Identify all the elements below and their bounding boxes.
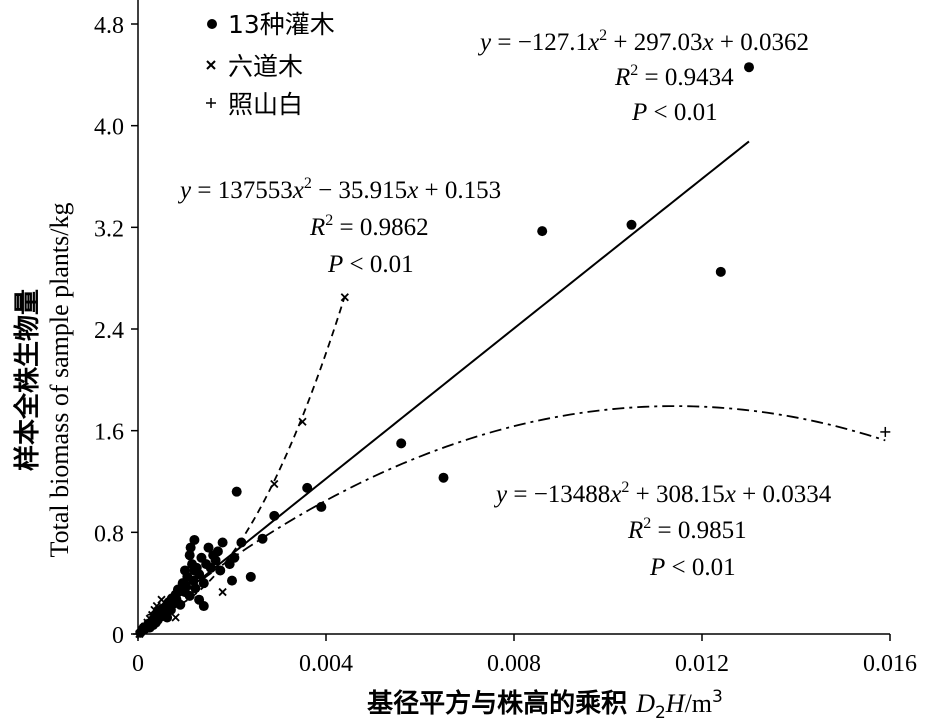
y-tick-label: 0: [112, 623, 124, 649]
point-dot: [396, 438, 407, 449]
x-axis-title-sub: 2: [655, 703, 666, 722]
annotation-abelia-r2: R2 = 0.9862: [309, 212, 429, 241]
point-x: [270, 479, 279, 489]
legend-label-abelia: 六道木: [228, 52, 303, 81]
annotation-rhododendron-r2: R2 = 0.9851: [627, 515, 747, 544]
x-axis-title: 基径平方与株高的乘积 D2H/m3: [367, 687, 723, 722]
point-dot: [185, 542, 196, 553]
point-dot: [236, 537, 247, 548]
point-dot: [626, 219, 637, 230]
y-tick-label: 4.0: [94, 115, 124, 141]
point-dot: [203, 542, 214, 553]
legend-label-rhododendron: 照山白: [228, 90, 303, 119]
point-x: [162, 604, 171, 613]
x-tick-label: 0.012: [675, 651, 729, 677]
y-axis-title-cn: 样本全株生物量: [12, 289, 43, 471]
y-tick-label: 0.8: [94, 521, 124, 547]
x-axis-title-var2: H: [665, 689, 686, 718]
point-dot: [212, 546, 223, 557]
x-tick-label: 0.016: [863, 651, 917, 677]
point-x: [340, 293, 349, 302]
fit-lines: [137, 140, 886, 631]
point-plus: [880, 426, 891, 437]
point-dot: [316, 501, 327, 512]
point-dot: [175, 599, 186, 610]
y-axis-title: 样本全株生物量 Total biomass of sample plants/k…: [12, 203, 74, 558]
point-dot: [194, 569, 205, 580]
y-tick-label: 1.6: [94, 420, 124, 446]
point-x: [298, 417, 307, 426]
y-tick-label: 2.4: [94, 318, 124, 344]
x-tick-label: 0: [132, 651, 144, 677]
annotation-abelia-eq: y = 137553x2 − 35.915x + 0.153: [177, 175, 501, 204]
x-axis-title-main: 基径平方与株高的乘积: [367, 688, 636, 719]
legend-marker-dot: [207, 19, 217, 29]
x-axis-title-unit: /m: [685, 689, 712, 718]
annotation-rhododendron-eq: y = −13488x2 + 308.15x + 0.0334: [493, 479, 832, 508]
point-dot: [245, 571, 256, 582]
point-dot: [198, 578, 209, 589]
y-axis-title-en: Total biomass of sample plants/kg: [45, 203, 74, 558]
x-axis-title-sup: 3: [712, 687, 723, 707]
legend-label-shrubs: 13种灌木: [228, 10, 335, 39]
point-dot: [438, 472, 449, 483]
y-tick-label: 4.8: [94, 13, 124, 39]
annotation-shrubs-eq: y = −127.1x2 + 297.03x + 0.0362: [477, 27, 809, 56]
annotation-rhododendron: y = −13488x2 + 308.15x + 0.0334 R2 = 0.9…: [493, 479, 832, 581]
legend-marker-plus: [206, 98, 216, 108]
annotation-shrubs: y = −127.1x2 + 297.03x + 0.0362 R2 = 0.9…: [477, 27, 809, 126]
data-points: [133, 62, 891, 639]
annotation-abelia: y = 137553x2 − 35.915x + 0.153 R2 = 0.98…: [177, 175, 501, 278]
point-x: [171, 613, 180, 622]
axes: 0 0.004 0.008 0.012 0.016 0 0.8 1.6 2.4 3.2 4.0 4.8: [94, 0, 917, 677]
point-dot: [180, 580, 191, 591]
point-dot: [162, 612, 173, 623]
annotation-shrubs-p: P < 0.01: [631, 99, 718, 126]
point-dot: [269, 510, 280, 521]
point-dot: [227, 575, 237, 586]
point-dot: [744, 62, 754, 73]
point-x: [152, 601, 161, 611]
fit-curve-dashed: [147, 295, 346, 616]
legend: 13种灌木 六道木 照山白: [206, 10, 335, 119]
annotation-rhododendron-p: P < 0.01: [649, 554, 736, 581]
annotation-abelia-p: P < 0.01: [327, 251, 414, 278]
point-dot: [190, 583, 201, 594]
point-x: [157, 595, 166, 604]
x-axis-title-var: D: [635, 689, 655, 718]
point-dot: [217, 537, 228, 548]
fit-curve-solid: [137, 140, 750, 631]
point-x: [218, 587, 227, 597]
point-dot: [715, 266, 726, 277]
point-dot: [198, 601, 209, 612]
point-dot: [229, 552, 240, 563]
point-dot: [215, 565, 226, 576]
point-x: [147, 610, 157, 620]
legend-marker-x: [206, 60, 216, 70]
point-dot: [537, 226, 548, 237]
point-dot: [184, 590, 195, 601]
point-dot: [205, 562, 216, 573]
point-plus: [142, 618, 153, 629]
point-dot: [231, 486, 242, 497]
annotation-shrubs-r2: R2 = 0.9434: [614, 62, 734, 91]
point-dot: [184, 550, 195, 561]
y-tick-label: 3.2: [94, 216, 124, 242]
point-plus: [147, 616, 158, 627]
fit-curve-dashdot: [142, 405, 886, 627]
point-x: [150, 605, 159, 614]
point-dot: [257, 533, 268, 544]
x-tick-label: 0.004: [299, 651, 353, 677]
point-dot: [302, 482, 313, 493]
x-tick-label: 0.008: [487, 651, 541, 677]
point-dot: [189, 534, 200, 545]
point-plus: [137, 623, 148, 634]
point-dot: [210, 555, 221, 566]
point-plus: [135, 626, 146, 637]
